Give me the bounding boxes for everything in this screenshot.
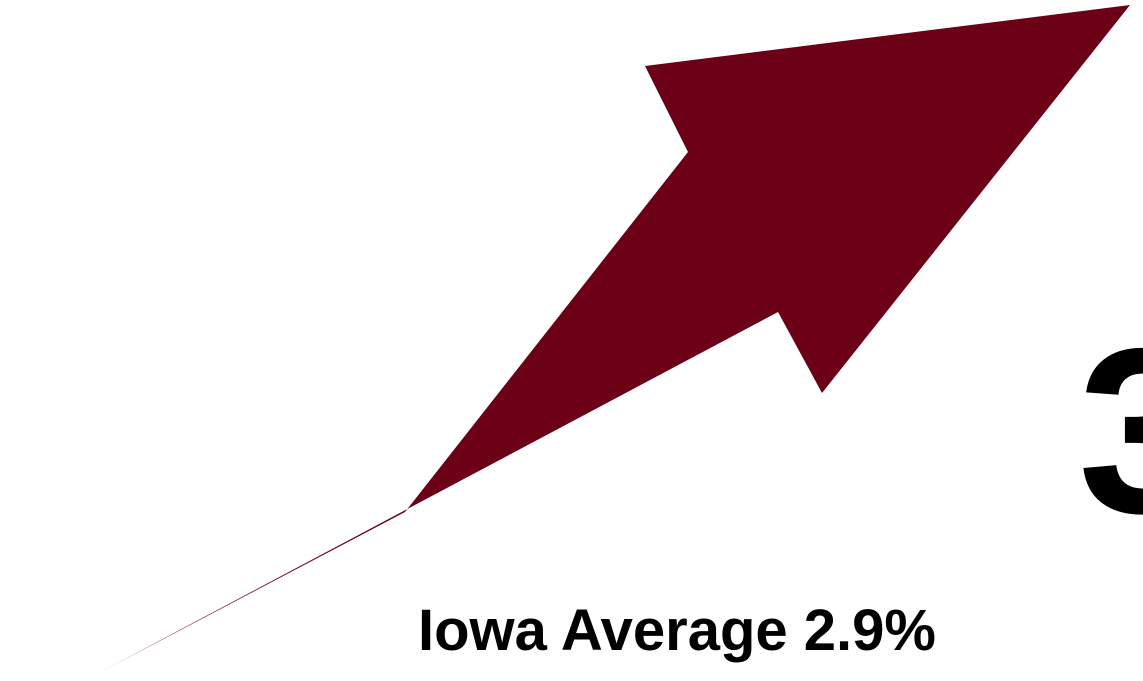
up-arrow [95, 5, 1130, 675]
big-number: 3 [1078, 299, 1143, 562]
caption: Iowa Average 2.9% [418, 598, 936, 663]
